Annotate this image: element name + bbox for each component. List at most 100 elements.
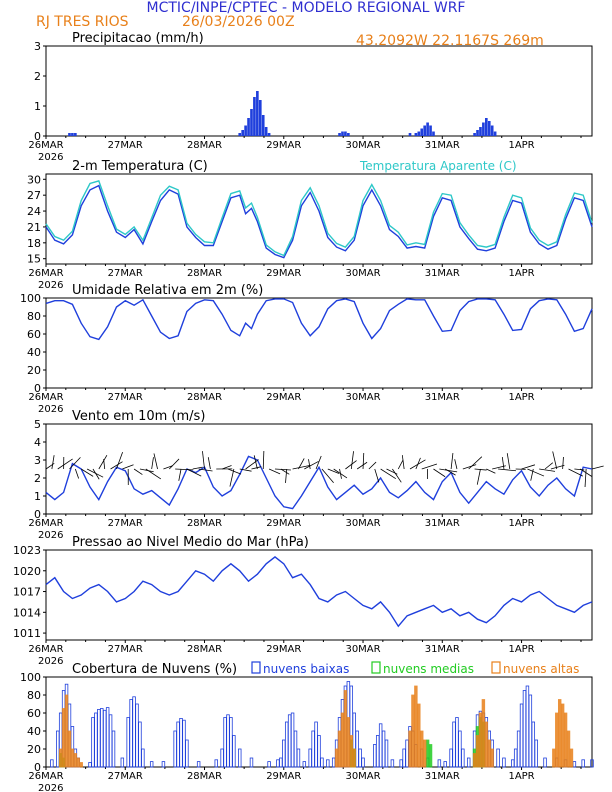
cloud-bar: [563, 712, 568, 768]
cloud-bar: [555, 712, 559, 768]
wind-arrow: [362, 452, 365, 470]
x-tick-label: 30MAR: [345, 644, 380, 655]
series-line: [45, 180, 593, 257]
wind-arrow: [552, 451, 558, 470]
panel-frame: [45, 173, 593, 265]
wind-arrow: [433, 468, 446, 478]
wind-arrow: [207, 457, 211, 470]
panel-title: Umidade Relativa em 2m (%): [72, 283, 263, 298]
cloud-bar: [378, 723, 383, 768]
wind-arrow: [178, 468, 182, 481]
cloud-bar: [149, 761, 154, 768]
legend-label: nuvens baixas: [263, 662, 349, 676]
x-tick-label: 27MAR: [108, 644, 143, 655]
x-tick-label: 26MAR: [28, 392, 63, 403]
y-tick-label: 15: [27, 253, 41, 266]
cloud-bar: [284, 721, 289, 768]
wind-arrow: [116, 451, 123, 470]
precip-bar: [429, 125, 432, 136]
x-tick-label: 27MAR: [108, 392, 143, 403]
cloud-bar: [513, 748, 518, 768]
cloud-bar: [490, 748, 494, 768]
cloud-bar: [487, 739, 491, 768]
panel-rh: 0 20 40 60 80 100 26MAR 27MAR 28MAR 29MAR 30MAR 31M…: [20, 283, 593, 415]
panel-frame: [45, 549, 593, 641]
wind-arrow: [327, 468, 340, 474]
cloud-bar: [331, 757, 336, 768]
x-tick-label: 27MAR: [108, 518, 143, 529]
wind-arrow: [521, 464, 536, 470]
cloud-bar: [590, 759, 594, 768]
cloud-bar: [58, 748, 63, 768]
wind-arrow: [530, 468, 534, 481]
wind-arrow: [539, 468, 556, 472]
wind-arrow: [321, 468, 334, 483]
cloud-bar: [196, 761, 201, 768]
cloud-bar: [135, 703, 139, 768]
wind-arrow: [454, 459, 458, 470]
x-tick-label: 31MAR: [425, 644, 460, 655]
y-tick-label: 0: [34, 382, 41, 395]
x-tick-label: 28MAR: [187, 268, 222, 279]
wind-arrow: [81, 468, 94, 477]
cloud-bar: [560, 703, 565, 768]
precip-bar: [238, 133, 242, 136]
y-tick-label: 3: [34, 454, 41, 467]
cloud-bar: [552, 748, 556, 768]
precip-bar: [482, 122, 485, 136]
precip-bar: [476, 130, 479, 136]
cloud-bar: [337, 730, 342, 768]
x-tick-label: 30MAR: [345, 268, 380, 279]
y-tick-label: 5: [34, 418, 41, 431]
cloud-bar: [340, 712, 345, 768]
cloud-bar: [472, 753, 477, 768]
cloud-bar: [534, 739, 538, 768]
wind-arrow: [445, 468, 456, 476]
wind-arrow: [574, 468, 585, 471]
panel-title: Vento em 10m (m/s): [72, 409, 205, 424]
wind-arrow: [339, 468, 342, 479]
wind-arrow: [397, 459, 404, 470]
cloud-bar: [543, 757, 547, 768]
y-tick-label: 20: [27, 743, 41, 756]
cloud-bar: [422, 739, 427, 768]
x-tick-label: 27MAR: [108, 140, 143, 151]
y-tick-label: 21: [27, 221, 41, 234]
wind-arrow: [292, 464, 311, 470]
header-location: RJ TRES RIOS: [36, 14, 129, 30]
x-year-label: 2026: [38, 152, 63, 163]
cloud-bar: [64, 694, 69, 768]
series-line: [45, 184, 593, 259]
cloud-bar: [317, 735, 321, 768]
legend-swatch: [371, 661, 381, 674]
wind-arrow: [506, 453, 511, 470]
wind-arrow: [239, 468, 252, 472]
x-tick-label: 30MAR: [345, 771, 380, 782]
legend-swatch: [251, 661, 261, 674]
cloud-bar: [129, 699, 133, 768]
precip-bar: [71, 133, 74, 136]
wind-arrow: [356, 461, 368, 470]
wind-arrow: [74, 468, 80, 479]
cloud-bar: [102, 709, 107, 768]
wind-arrow: [198, 468, 213, 472]
x-year-label: 2026: [38, 783, 63, 792]
wind-arrow: [562, 456, 564, 470]
cloud-bar: [414, 685, 418, 768]
precip-bar: [253, 97, 256, 136]
wind-arrow: [57, 458, 73, 470]
cloud-bar: [449, 748, 453, 768]
wind-arrows: [45, 450, 604, 487]
precip-bar: [473, 133, 476, 136]
cloud-bar: [67, 730, 72, 768]
y-tick-label: 0: [34, 508, 41, 521]
x-tick-label: 27MAR: [108, 771, 143, 782]
cloud-bar: [61, 708, 66, 768]
wind-arrow: [476, 468, 481, 485]
legend-label: nuvens altas: [503, 662, 579, 676]
cloud-bar: [511, 759, 515, 768]
cloud-bar: [311, 730, 315, 768]
cloud-bar: [428, 744, 433, 768]
wind-arrow: [51, 455, 55, 470]
x-tick-label: 26MAR: [28, 518, 63, 529]
